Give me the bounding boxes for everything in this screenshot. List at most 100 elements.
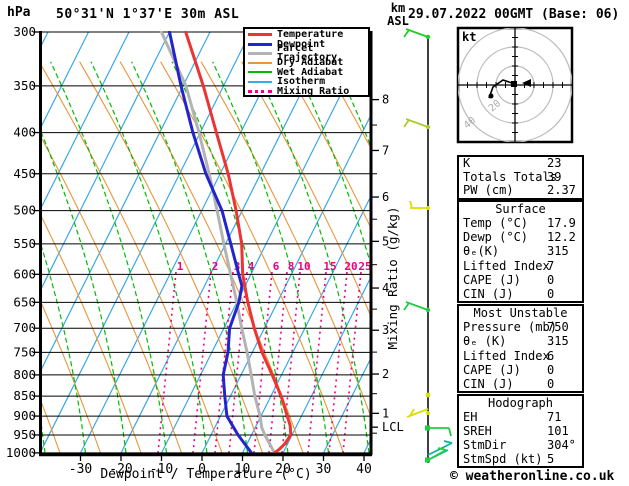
index-value: 0 xyxy=(547,362,555,377)
plot-frame xyxy=(39,31,373,457)
isotherm-line xyxy=(41,31,171,291)
temperature-axis: -30 -20 -10 0 10 20 30 40 xyxy=(69,456,372,477)
copyright-label: © weatheronline.co.uk xyxy=(450,469,615,484)
index-row: Dewp (°C) 12.2 xyxy=(459,230,582,244)
index-label: Lifted Index xyxy=(463,258,550,273)
index-label: Lifted Index xyxy=(463,348,550,363)
isotherm-line xyxy=(322,358,370,454)
hodograph-unit-label: kt xyxy=(462,30,477,44)
index-row: CAPE (J) 0 xyxy=(459,273,582,287)
index-label: θₑ(K) xyxy=(463,244,500,259)
mixing-ratio-value-label: 2 xyxy=(212,260,219,273)
wind-barb xyxy=(406,408,430,418)
indices-box-hodograph: Hodograph EH 71 SREH 101 StmDir 304° StmSpd (kt… xyxy=(457,394,584,468)
indices-box-title: Most Unstable xyxy=(473,306,568,320)
pressure-tick-label: 500 xyxy=(13,203,36,218)
altitude-unit-label: km ASL xyxy=(387,1,409,28)
legend-label: Parcel Trajectory xyxy=(277,43,338,64)
index-row: CIN (J) 0 xyxy=(459,377,582,391)
dry-adiabat-line xyxy=(41,63,223,454)
isotherm-line xyxy=(160,34,370,454)
index-value: 17.9 xyxy=(547,216,576,231)
mixing-ratio-value-label: 8 xyxy=(288,260,295,273)
legend-item-isotherm: Isotherm xyxy=(245,76,368,88)
index-value: 0 xyxy=(547,272,555,287)
index-label: StmSpd (kt) xyxy=(463,452,543,466)
temperature-curve xyxy=(184,31,293,454)
altitude-axis: 1 2 3 4 5 6 7 8 xyxy=(372,93,389,434)
index-row: Pressure (mb) 750 xyxy=(459,320,582,334)
temperature-tick-label: -10 xyxy=(150,462,173,477)
index-row: θₑ(K) 315 xyxy=(459,244,582,258)
index-value: 315 xyxy=(547,244,569,259)
index-label: K xyxy=(463,156,471,170)
altitude-tick-label: 7 xyxy=(382,143,389,157)
index-row: StmSpd (kt) 5 xyxy=(459,452,582,466)
index-row: CAPE (J) 0 xyxy=(459,363,582,377)
legend-label: Isotherm xyxy=(277,76,326,88)
parcel-trajectory-curve xyxy=(159,31,276,454)
pressure-tick-label: 750 xyxy=(13,344,36,359)
legend-swatch-isotherm xyxy=(248,80,272,83)
legend-label: Mixing Ratio xyxy=(277,85,350,97)
index-row: CIN (J) 0 xyxy=(459,287,582,301)
legend-item-wet_adiabat: Wet Adiabat xyxy=(245,66,368,78)
indices-box-title: Hodograph xyxy=(487,396,554,410)
index-row: PW (cm) 2.37 xyxy=(459,184,582,198)
legend-label: Temperature xyxy=(277,29,344,41)
legend-item-dewpoint: Dewpoint xyxy=(245,39,368,49)
dry-adiabat-line xyxy=(160,61,345,454)
isotherm-line xyxy=(0,32,8,453)
index-value: 0 xyxy=(547,286,555,301)
legend-swatch-temperature xyxy=(248,33,272,37)
index-label: CAPE (J) xyxy=(463,362,521,377)
pressure-tick-label: 450 xyxy=(13,166,36,181)
index-row: EH 71 xyxy=(459,410,582,424)
index-label: EH xyxy=(463,410,478,424)
temperature-tick-label: 0 xyxy=(198,462,206,477)
altitude-tick-label: 5 xyxy=(382,234,389,248)
mixing-ratio-value-label: 15 xyxy=(323,260,336,273)
index-row: StmDir 304° xyxy=(459,438,582,452)
dewpoint-curve xyxy=(168,31,253,454)
wet-adiabat-line xyxy=(41,130,127,454)
station-location-title: 50°31'N 1°37'E 30m ASL xyxy=(56,7,240,22)
isotherm-line xyxy=(241,196,370,454)
isotherm-line xyxy=(41,31,90,129)
dry-adiabat-line xyxy=(200,61,370,417)
index-value: 315 xyxy=(547,334,569,349)
mixing-ratio-axis-label: Mixing Ratio (g/kg) xyxy=(385,207,400,350)
index-row: K 23 xyxy=(459,156,582,171)
dry-adiabat-line xyxy=(41,301,102,454)
altitude-tick-label: 6 xyxy=(382,190,389,204)
index-label: StmDir xyxy=(463,438,507,452)
pressure-tick-label: 1000 xyxy=(6,445,36,460)
index-row: SREH 101 xyxy=(459,424,582,438)
dry-adiabat-line xyxy=(41,214,142,454)
index-label: CAPE (J) xyxy=(463,272,521,287)
isotherm-line xyxy=(41,31,130,210)
wet-adiabat-line xyxy=(293,61,370,264)
legend-label: Wet Adiabat xyxy=(277,66,344,78)
index-value: 71 xyxy=(547,410,562,424)
legend-item-dry_adiabat: Dry Adiabat xyxy=(245,58,368,68)
isotherm-line xyxy=(41,31,252,453)
dry-adiabat-line xyxy=(281,61,370,228)
indices-box-title: Surface xyxy=(495,202,546,216)
index-row: Temp (°C) 17.9 xyxy=(459,216,582,230)
wind-barb xyxy=(425,392,431,398)
wet-adiabat-line xyxy=(252,61,370,454)
index-label: SREH xyxy=(463,424,492,438)
pressure-tick-label: 600 xyxy=(13,266,36,281)
mixing-ratio-line xyxy=(328,271,348,454)
legend-swatch-dry_adiabat xyxy=(248,61,272,64)
index-label: CIN (J) xyxy=(463,376,514,391)
altitude-tick-label: 2 xyxy=(382,367,389,381)
index-value: 2.37 xyxy=(547,183,576,198)
hodograph-dot-marker xyxy=(488,93,494,99)
wet-adiabat-line xyxy=(212,61,330,454)
wind-barb-column xyxy=(403,28,453,463)
